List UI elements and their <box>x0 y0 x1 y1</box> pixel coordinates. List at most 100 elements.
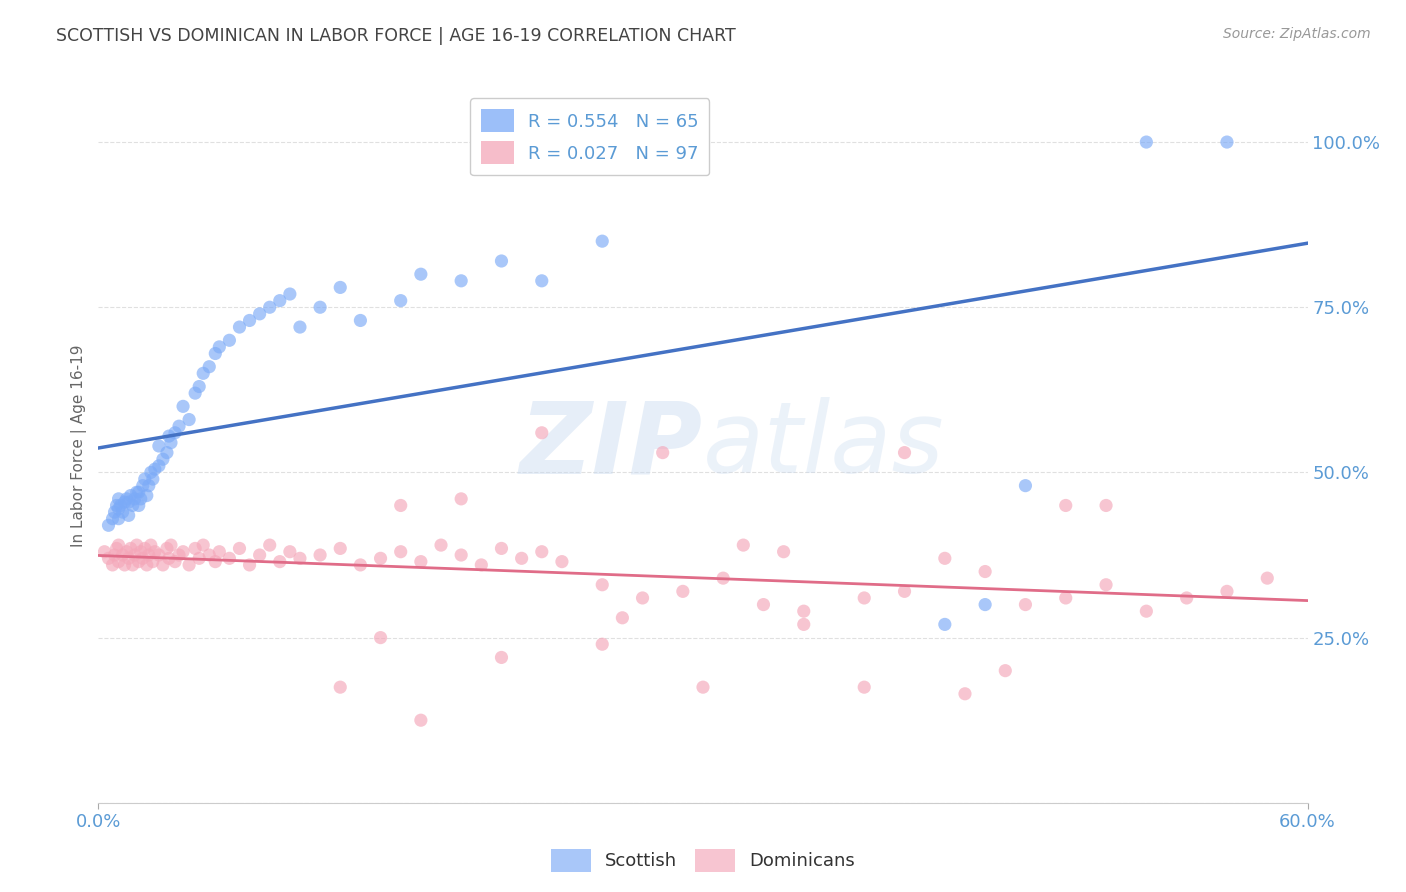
Point <box>450 548 472 562</box>
Point <box>329 541 352 556</box>
Point <box>114 495 136 509</box>
Point <box>132 551 155 566</box>
Point <box>409 267 432 281</box>
Point <box>672 584 695 599</box>
Point <box>1014 478 1036 492</box>
Point <box>152 558 174 572</box>
Point <box>228 320 250 334</box>
Point <box>107 555 129 569</box>
Point <box>370 551 392 566</box>
Point <box>491 650 513 665</box>
Text: Source: ZipAtlas.com: Source: ZipAtlas.com <box>1223 27 1371 41</box>
Point <box>139 538 162 552</box>
Point <box>107 538 129 552</box>
Point <box>129 491 152 506</box>
Point <box>1054 499 1077 513</box>
Point <box>1135 604 1157 618</box>
Point <box>239 558 262 572</box>
Point <box>105 499 128 513</box>
Point <box>167 419 190 434</box>
Point <box>491 541 513 556</box>
Point <box>177 412 201 426</box>
Point <box>135 558 157 572</box>
Point <box>152 452 174 467</box>
Point <box>177 558 201 572</box>
Point <box>450 491 472 506</box>
Point <box>510 551 533 566</box>
Point <box>103 548 125 562</box>
Point <box>249 548 271 562</box>
Point <box>120 489 142 503</box>
Point <box>409 713 432 727</box>
Point <box>994 664 1017 678</box>
Point <box>139 466 162 480</box>
Point <box>793 617 815 632</box>
Point <box>1216 135 1239 149</box>
Point <box>128 499 150 513</box>
Point <box>184 386 207 401</box>
Point <box>591 578 613 592</box>
Point <box>953 687 976 701</box>
Point <box>124 548 146 562</box>
Point <box>125 485 148 500</box>
Point <box>143 545 166 559</box>
Point <box>157 429 180 443</box>
Point <box>134 541 156 556</box>
Point <box>107 491 129 506</box>
Point <box>148 458 170 473</box>
Point <box>172 400 194 414</box>
Point <box>530 274 553 288</box>
Point <box>1095 578 1118 592</box>
Point <box>138 548 160 562</box>
Point <box>1014 598 1036 612</box>
Point <box>172 545 194 559</box>
Point <box>198 359 221 374</box>
Point <box>114 558 136 572</box>
Point <box>974 598 997 612</box>
Point <box>142 555 165 569</box>
Point <box>309 300 332 314</box>
Point <box>121 499 143 513</box>
Point <box>184 541 207 556</box>
Point <box>934 617 956 632</box>
Point <box>218 551 240 566</box>
Point <box>156 541 179 556</box>
Point <box>128 485 150 500</box>
Text: ZIP: ZIP <box>520 398 703 494</box>
Point <box>97 518 120 533</box>
Point <box>208 545 231 559</box>
Point <box>934 551 956 566</box>
Point <box>288 551 311 566</box>
Point <box>470 558 492 572</box>
Point <box>218 333 240 347</box>
Point <box>1256 571 1278 585</box>
Point <box>105 541 128 556</box>
Point <box>692 680 714 694</box>
Y-axis label: In Labor Force | Age 16-19: In Labor Force | Age 16-19 <box>72 344 87 548</box>
Point <box>167 548 190 562</box>
Point <box>107 511 129 525</box>
Point <box>530 425 553 440</box>
Point <box>249 307 271 321</box>
Point <box>163 425 186 440</box>
Point <box>110 499 132 513</box>
Point <box>93 545 115 559</box>
Point <box>370 631 392 645</box>
Point <box>389 545 412 559</box>
Point <box>157 551 180 566</box>
Point <box>269 555 291 569</box>
Point <box>132 478 155 492</box>
Point <box>128 555 150 569</box>
Point <box>893 584 915 599</box>
Point <box>204 346 226 360</box>
Point <box>409 555 432 569</box>
Point <box>974 565 997 579</box>
Point <box>143 462 166 476</box>
Point <box>198 548 221 562</box>
Point <box>188 551 211 566</box>
Point <box>893 445 915 459</box>
Point <box>551 555 574 569</box>
Point <box>118 508 141 523</box>
Point <box>259 300 281 314</box>
Text: SCOTTISH VS DOMINICAN IN LABOR FORCE | AGE 16-19 CORRELATION CHART: SCOTTISH VS DOMINICAN IN LABOR FORCE | A… <box>56 27 735 45</box>
